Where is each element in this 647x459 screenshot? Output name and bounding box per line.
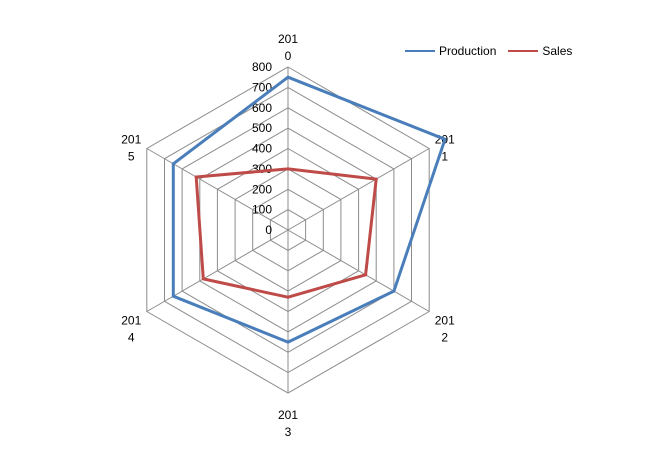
- tick-label-200: 200: [252, 182, 272, 196]
- tick-label-100: 100: [252, 203, 272, 217]
- legend-item-sales: Sales: [508, 44, 572, 58]
- category-label-2013-line1: 3: [285, 425, 292, 439]
- data-point-sales-2015: [194, 175, 198, 179]
- tick-label-400: 400: [252, 142, 272, 156]
- category-label-2014-line0: 201: [121, 314, 141, 328]
- category-label-2013-line0: 201: [278, 408, 298, 422]
- tick-label-800: 800: [252, 60, 272, 74]
- category-label-2012-line1: 2: [441, 331, 448, 345]
- tick-label-500: 500: [252, 121, 272, 135]
- legend-swatch-sales: [508, 50, 539, 52]
- data-point-production-2010: [286, 75, 290, 79]
- data-point-sales-2014: [201, 277, 205, 281]
- tick-label-300: 300: [252, 162, 272, 176]
- legend-item-production: Production: [405, 44, 496, 58]
- data-point-production-2014: [171, 294, 175, 298]
- category-label-2011-line1: 1: [441, 150, 448, 164]
- data-point-sales-2011: [374, 177, 378, 181]
- data-point-sales-2010: [286, 167, 290, 171]
- category-label-2012-line0: 201: [435, 314, 455, 328]
- axis-spoke-2012: [287, 229, 430, 312]
- legend: Production Sales: [405, 44, 584, 58]
- category-label-2010-line1: 0: [285, 49, 292, 63]
- legend-label-production: Production: [439, 44, 497, 58]
- axis-spoke-2011: [287, 148, 430, 231]
- data-point-sales-2013: [286, 295, 290, 299]
- category-label-2010-line0: 201: [278, 32, 298, 46]
- tick-label-0: 0: [265, 223, 272, 237]
- data-point-production-2011: [443, 137, 447, 141]
- data-point-production-2012: [392, 289, 396, 293]
- tick-label-700: 700: [252, 80, 272, 94]
- series-line-sales: [194, 167, 378, 299]
- data-point-production-2015: [171, 162, 175, 166]
- category-label-2015-line1: 5: [128, 150, 135, 164]
- category-label-2015-line0: 201: [121, 133, 141, 147]
- axis-spoke-2015: [146, 148, 289, 231]
- tick-label-600: 600: [252, 101, 272, 115]
- data-point-sales-2012: [364, 273, 368, 277]
- legend-label-sales: Sales: [542, 44, 573, 58]
- data-point-production-2013: [286, 340, 290, 344]
- category-label-2014-line1: 4: [128, 331, 135, 345]
- legend-swatch-production: [405, 50, 435, 52]
- axis-spoke-2014: [146, 229, 289, 312]
- series-line-production: [171, 75, 447, 344]
